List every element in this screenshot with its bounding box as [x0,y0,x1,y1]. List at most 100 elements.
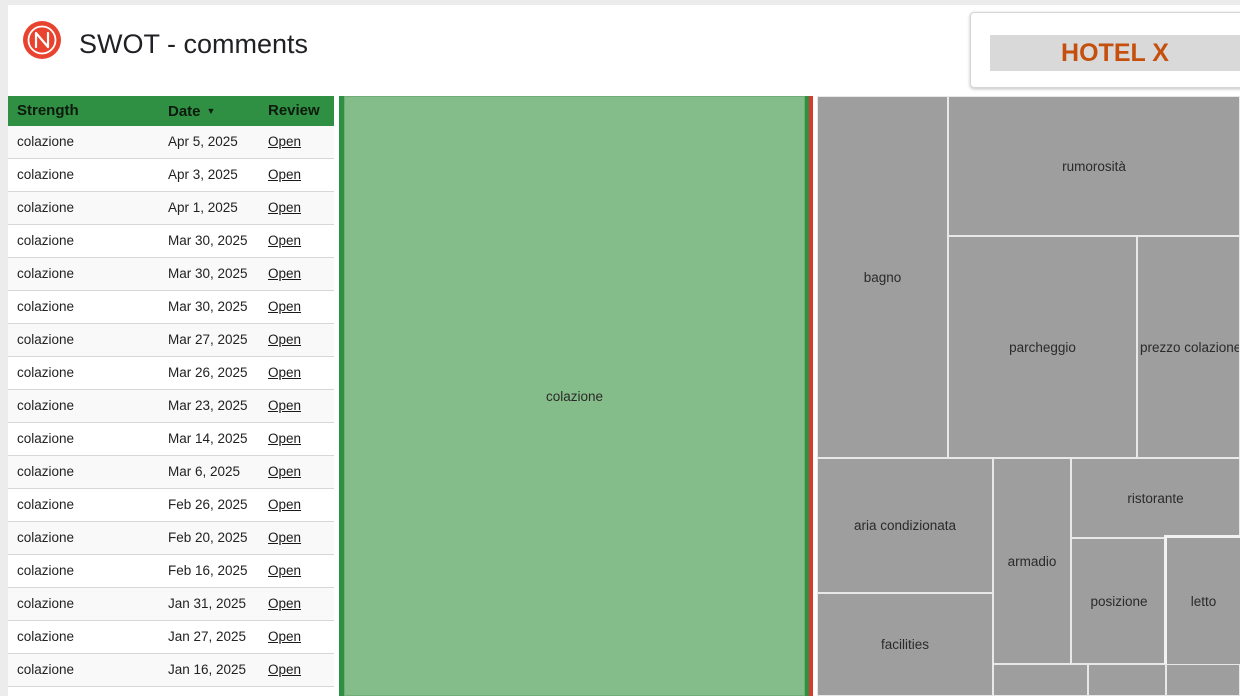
strength-cell: colazione [17,134,75,149]
table-row: colazione Mar 6, 2025 Open [8,456,334,489]
strength-divider [339,96,344,696]
treemap-tile-unlabeled[interactable] [993,664,1088,696]
table-body: colazione Apr 5, 2025 Open colazione Apr 3, … [8,126,334,696]
strength-cell: colazione [17,464,75,479]
strength-cell: colazione [17,266,75,281]
open-review-link[interactable]: Open [268,497,302,512]
strength-cell: colazione [17,233,75,248]
open-review-link[interactable]: Open [268,431,302,446]
open-review-link[interactable]: Open [268,167,302,182]
strength-cell: colazione [17,662,75,677]
treemap-tile-posizione[interactable]: posizione [1071,538,1167,664]
date-cell: Apr 3, 2025 [168,167,238,182]
dashboard-page: SWOT - comments HOTEL X Strength Date ▼ R… [8,5,1240,696]
hotel-card: HOTEL X [970,12,1240,88]
strength-cell: colazione [17,431,75,446]
treemap-tile-unlabeled[interactable] [1166,664,1240,696]
date-cell: Mar 30, 2025 [168,266,248,281]
strength-cell: colazione [17,629,75,644]
table-row: colazione Jan 31, 2025 Open [8,588,334,621]
treemap-tile-prezzo-colazione[interactable]: prezzo colazione [1137,236,1240,458]
column-header-date-label: Date [168,103,201,120]
green-divider [805,96,809,696]
date-cell: Jan 12, 2025 [168,687,246,696]
treemap-tile-ristorante[interactable]: ristorante [1071,458,1240,538]
strength-cell: colazione [17,596,75,611]
open-review-link[interactable]: Open [268,365,302,380]
strength-cell: colazione [17,365,75,380]
table-row: colazione Mar 23, 2025 Open [8,390,334,423]
open-review-link[interactable]: Open [268,200,302,215]
table-row: colazione Mar 27, 2025 Open [8,324,334,357]
open-review-link[interactable]: Open [268,233,302,248]
treemap-tile-letto[interactable]: letto [1164,535,1240,667]
open-review-link[interactable]: Open [268,563,302,578]
date-cell: Jan 27, 2025 [168,629,247,644]
date-cell: Feb 26, 2025 [168,497,248,512]
column-header-strength[interactable]: Strength [17,102,79,119]
table-row: colazione Feb 16, 2025 Open [8,555,334,588]
date-cell: Mar 27, 2025 [168,332,248,347]
triangle-down-icon: ▼ [206,106,216,116]
strength-cell: colazione [17,530,75,545]
strength-cell: colazione [17,497,75,512]
treemap-tile-rumorosita[interactable]: rumorosità [948,96,1240,236]
open-review-link[interactable]: Open [268,629,302,644]
strength-cell: colazione [17,563,75,578]
treemap-tile-unlabeled[interactable] [1088,664,1166,696]
date-cell: Feb 20, 2025 [168,530,248,545]
table-row: colazione Apr 3, 2025 Open [8,159,334,192]
treemap-tile-facilities[interactable]: facilities [817,593,993,696]
open-review-link[interactable]: Open [268,687,301,696]
open-review-link[interactable]: Open [268,398,302,413]
date-cell: Jan 31, 2025 [168,596,247,611]
table-row: colazione Mar 14, 2025 Open [8,423,334,456]
table-header: Strength Date ▼ Review [8,96,334,126]
date-cell: Mar 23, 2025 [168,398,248,413]
table-row: colazione Apr 5, 2025 Open [8,126,334,159]
strength-cell: colazione [17,299,75,314]
table-row: colazione Jan 16, 2025 Open [8,654,334,687]
strength-cell: colazione [17,398,75,413]
table-row: colazione Feb 20, 2025 Open [8,522,334,555]
open-review-link[interactable]: Open [268,662,302,677]
open-review-link[interactable]: Open [268,332,302,347]
date-cell: Mar 30, 2025 [168,233,248,248]
n-logo-icon [23,21,61,59]
date-cell: Mar 26, 2025 [168,365,248,380]
open-review-link[interactable]: Open [268,530,302,545]
treemap-tile-colazione[interactable]: colazione [344,96,805,696]
date-cell: Mar 14, 2025 [168,431,248,446]
hotel-name-box: HOTEL X [990,35,1240,71]
open-review-link[interactable]: Open [268,596,302,611]
treemap-tile-parcheggio[interactable]: parcheggio [948,236,1137,458]
treemap-tile-bagno[interactable]: bagno [817,96,948,458]
date-cell: Apr 5, 2025 [168,134,238,149]
open-review-link[interactable]: Open [268,464,302,479]
date-cell: Mar 6, 2025 [168,464,241,479]
hotel-name: HOTEL X [1061,39,1169,67]
open-review-link[interactable]: Open [268,134,302,149]
open-review-link[interactable]: Open [268,266,302,281]
column-header-review[interactable]: Review [268,102,320,119]
date-cell: Feb 16, 2025 [168,563,248,578]
date-cell: Mar 30, 2025 [168,299,248,314]
strength-table: Strength Date ▼ Review colazione Apr 5, 20… [8,96,334,696]
date-cell: Apr 1, 2025 [168,200,238,215]
treemap-tile-aria-condizionata[interactable]: aria condizionata [817,458,993,593]
treemap-tile-armadio[interactable]: armadio [993,458,1071,664]
strength-cell: colazione [17,200,75,215]
open-review-link[interactable]: Open [268,299,302,314]
table-row: colazione Mar 26, 2025 Open [8,357,334,390]
strength-cell: colazione [17,332,75,347]
date-cell: Jan 16, 2025 [168,662,247,677]
strength-cell: colazione [17,167,75,182]
table-row: colazione Feb 26, 2025 Open [8,489,334,522]
table-row: colazione Apr 1, 2025 Open [8,192,334,225]
table-row: colazione Jan 12, 2025 Open [8,687,334,696]
column-header-date[interactable]: Date ▼ [168,96,215,126]
table-row: colazione Mar 30, 2025 Open [8,258,334,291]
page-title: SWOT - comments [79,29,309,59]
table-row: colazione Mar 30, 2025 Open [8,291,334,324]
table-row: colazione Mar 30, 2025 Open [8,225,334,258]
